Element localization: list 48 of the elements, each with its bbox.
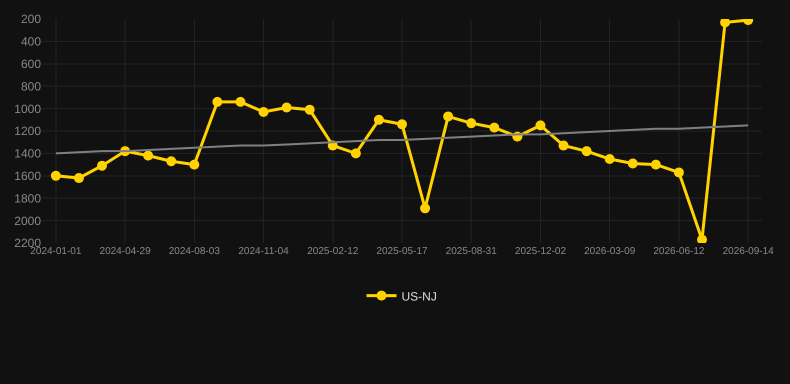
point	[443, 111, 454, 122]
y-tick-label: 1400	[14, 146, 42, 161]
y-tick-label: 2000	[14, 214, 42, 228]
point	[304, 104, 315, 115]
point	[235, 96, 246, 107]
point	[466, 118, 476, 128]
point	[720, 19, 730, 28]
point	[420, 203, 430, 214]
x-tick-label: 2024-08-03	[168, 246, 220, 257]
y-tick-label: 1000	[14, 102, 42, 116]
point	[650, 160, 661, 170]
point	[604, 154, 615, 164]
point	[97, 160, 107, 171]
point	[143, 150, 154, 161]
point	[258, 106, 269, 117]
point	[397, 119, 407, 130]
point	[50, 170, 61, 181]
x-tick-label: 2025-02-12	[307, 246, 359, 257]
x-tick-label: 2024-04-29	[100, 246, 152, 257]
y-tick-label: 1600	[14, 169, 42, 183]
legend-label: US-NJ	[402, 289, 437, 304]
x-tick-label: 2025-12-02	[514, 246, 566, 257]
point	[558, 140, 569, 151]
point	[350, 148, 361, 158]
y-tick-label: 400	[20, 34, 42, 49]
x-tick-label: 2026-09-14	[722, 246, 774, 257]
point	[189, 160, 200, 170]
point	[374, 114, 384, 125]
point	[582, 146, 592, 156]
point	[535, 120, 546, 130]
point	[74, 173, 84, 184]
point	[166, 156, 176, 166]
y-tick-label: 1800	[14, 191, 42, 206]
y-tick-label: 200	[20, 12, 42, 26]
x-tick-label: 2026-03-09	[584, 246, 636, 257]
x-tick-label: 2026-06-12	[653, 246, 705, 257]
point	[697, 234, 707, 243]
y-tick-label: 1200	[14, 124, 42, 138]
point	[212, 96, 222, 107]
point	[489, 122, 500, 133]
point	[628, 158, 638, 168]
point	[674, 167, 684, 178]
point	[282, 102, 292, 112]
x-tick-label: 2025-08-31	[446, 246, 498, 257]
y-tick-label: 800	[20, 79, 42, 94]
x-tick-label: 2025-05-17	[376, 246, 428, 257]
x-tick-label: 2024-11-04	[238, 246, 290, 257]
y-tick-label: 600	[20, 57, 42, 71]
